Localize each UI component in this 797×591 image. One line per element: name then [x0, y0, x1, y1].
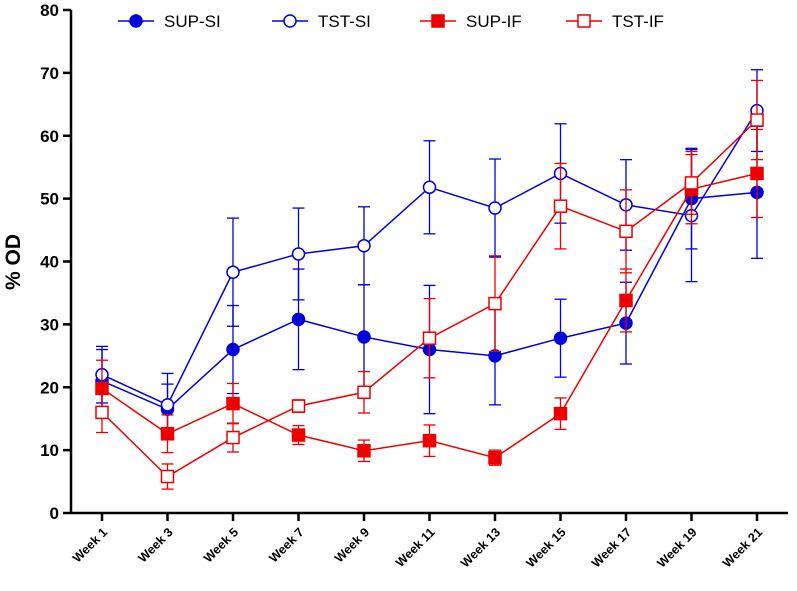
data-point: [291, 312, 306, 327]
data-point: [226, 396, 240, 411]
y-tick-label: 40: [40, 253, 59, 272]
legend-marker: [283, 14, 297, 28]
data-point: [750, 166, 764, 181]
data-point: [422, 433, 437, 448]
x-tick-label: Week 9: [332, 525, 372, 565]
legend: SUP-SI TST-SI SUP-IF TST-IF: [118, 12, 664, 31]
data-point: [226, 342, 240, 357]
data-point: [553, 331, 568, 345]
series-tst-si: [95, 69, 764, 437]
x-tick-label: Week 3: [135, 525, 175, 565]
data-point: [226, 265, 240, 279]
data-point: [750, 113, 764, 127]
legend-item-tst-if: TST-IF: [566, 12, 664, 31]
data-point: [619, 293, 633, 308]
x-tick-label: Week 11: [393, 525, 438, 570]
x-tick-label: Week 15: [523, 525, 568, 570]
data-point: [422, 180, 437, 195]
x-tick-label: Week 5: [201, 525, 241, 565]
data-point: [684, 176, 699, 190]
data-point: [488, 201, 502, 215]
x-tick-label: Week 7: [266, 525, 306, 565]
data-point: [160, 469, 175, 484]
data-point: [553, 199, 568, 213]
legend-label: TST-SI: [318, 12, 371, 31]
data-point: [357, 444, 371, 458]
data-point: [553, 406, 568, 421]
y-tick-label: 20: [40, 378, 59, 397]
data-point: [357, 239, 371, 253]
legend-label: SUP-SI: [164, 12, 221, 31]
x-tick-label: Week 17: [589, 525, 634, 570]
y-ticks-group: 0 10 20 30 40 50 60 70 80: [40, 1, 71, 523]
legend-marker: [129, 14, 143, 28]
y-tick-label: 10: [40, 441, 59, 460]
x-ticks-group: Week 1 Week 3 Week 5 Week 7 Week 9 Week 11 Wee…: [70, 513, 765, 570]
data-point: [95, 405, 109, 420]
x-tick-label: Week 21: [720, 525, 765, 570]
y-tick-label: 80: [40, 1, 59, 20]
legend-item-tst-si: TST-SI: [272, 12, 371, 31]
data-point: [291, 399, 306, 413]
data-point: [160, 427, 175, 441]
data-point: [291, 428, 306, 442]
series-group: [95, 69, 764, 490]
series-tst-if: [95, 79, 764, 490]
legend-label: TST-IF: [612, 12, 664, 31]
legend-item-sup-si: SUP-SI: [118, 12, 221, 31]
y-axis-label: % OD: [2, 234, 25, 290]
data-point: [357, 330, 371, 344]
data-point: [291, 247, 306, 261]
x-tick-label: Week 1: [70, 525, 110, 565]
data-point: [619, 224, 633, 239]
legend-marker: [431, 14, 445, 28]
x-tick-label: Week 19: [654, 525, 699, 570]
y-tick-label: 60: [40, 127, 59, 146]
legend-label: SUP-IF: [466, 12, 522, 31]
data-point: [357, 385, 371, 400]
data-point: [422, 331, 437, 345]
y-tick-label: 0: [50, 504, 59, 523]
data-point: [160, 398, 175, 412]
y-tick-label: 70: [40, 64, 59, 83]
y-tick-label: 50: [40, 190, 59, 209]
x-tick-label: Week 13: [458, 525, 503, 570]
data-point: [488, 450, 502, 465]
legend-item-sup-if: SUP-IF: [420, 12, 522, 31]
legend-marker: [577, 14, 591, 28]
y-tick-label: 30: [40, 315, 59, 334]
data-point: [488, 296, 502, 311]
data-point: [226, 430, 240, 445]
